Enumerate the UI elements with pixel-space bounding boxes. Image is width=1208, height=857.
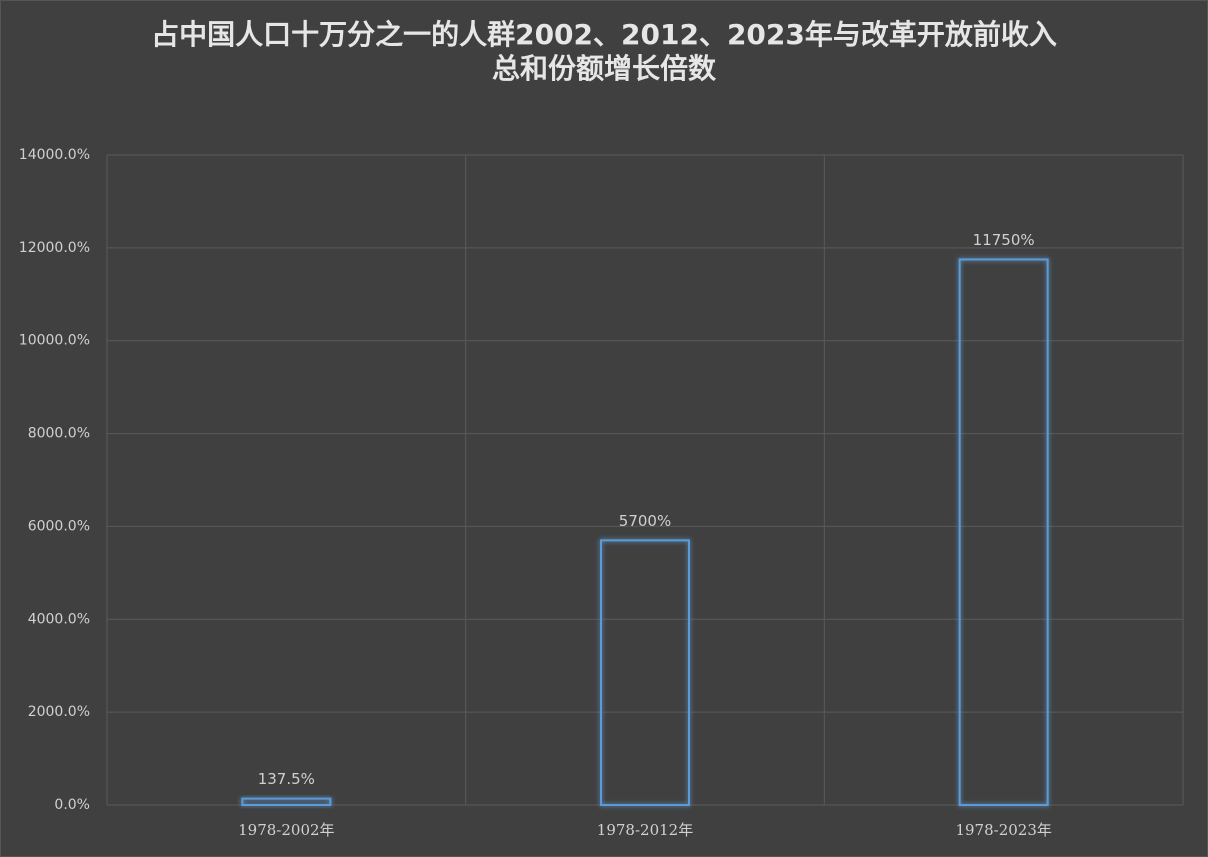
chart-title: 占中国人口十万分之一的人群2002、2012、2023年与改革开放前收入总和份额… — [151, 18, 1057, 85]
data-label: 137.5% — [258, 770, 315, 788]
y-tick-label: 0.0% — [54, 797, 90, 813]
y-tick-label: 8000.0% — [28, 426, 90, 442]
x-tick-label: 1978-2023年 — [955, 821, 1051, 839]
bar — [241, 797, 332, 807]
data-label: 5700% — [619, 512, 671, 530]
bar — [958, 258, 1049, 806]
y-tick-label: 12000.0% — [19, 240, 90, 256]
bar — [600, 539, 690, 806]
y-tick-label: 14000.0% — [19, 147, 90, 163]
y-tick-label: 10000.0% — [19, 333, 90, 349]
y-tick-label: 2000.0% — [28, 704, 90, 720]
x-tick-label: 1978-2002年 — [238, 821, 334, 839]
y-tick-label: 4000.0% — [28, 611, 90, 627]
y-tick-label: 6000.0% — [28, 518, 90, 534]
data-label: 11750% — [973, 231, 1035, 249]
x-tick-label: 1978-2012年 — [597, 821, 693, 839]
